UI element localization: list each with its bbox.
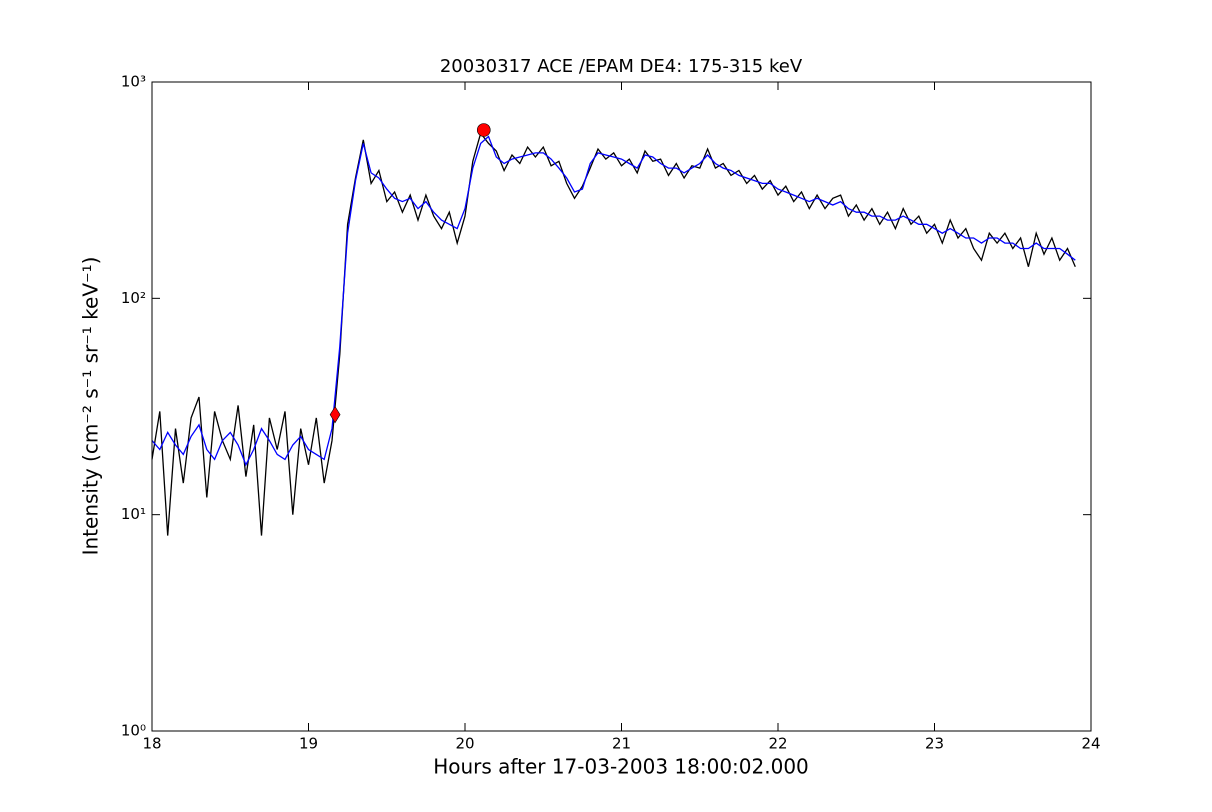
x-tick-label: 23 (925, 735, 944, 753)
x-axis-label: Hours after 17-03-2003 18:00:02.000 (433, 755, 809, 779)
x-tick-label: 20 (455, 735, 474, 753)
chart-title: 20030317 ACE /EPAM DE4: 175-315 keV (440, 56, 803, 77)
x-tick-label: 22 (768, 735, 787, 753)
x-tick-label: 21 (612, 735, 631, 753)
x-tick-label: 18 (142, 735, 161, 753)
series-line (151, 131, 1076, 536)
y-tick-label: 10⁰ (121, 722, 146, 740)
y-axis-label: Intensity (cm⁻² s⁻¹ sr⁻¹ keV⁻¹) (79, 257, 103, 556)
plot-area (152, 82, 1091, 731)
y-tick-label: 10³ (121, 73, 146, 91)
peak-marker (476, 123, 491, 137)
plot-frame (151, 81, 1092, 732)
x-tick-label: 19 (299, 735, 318, 753)
x-tick-label: 24 (1081, 735, 1100, 753)
y-tick-label: 10¹ (121, 505, 146, 523)
y-tick-label: 10² (121, 289, 146, 307)
series-line (151, 135, 1076, 467)
onset-marker (329, 406, 341, 424)
